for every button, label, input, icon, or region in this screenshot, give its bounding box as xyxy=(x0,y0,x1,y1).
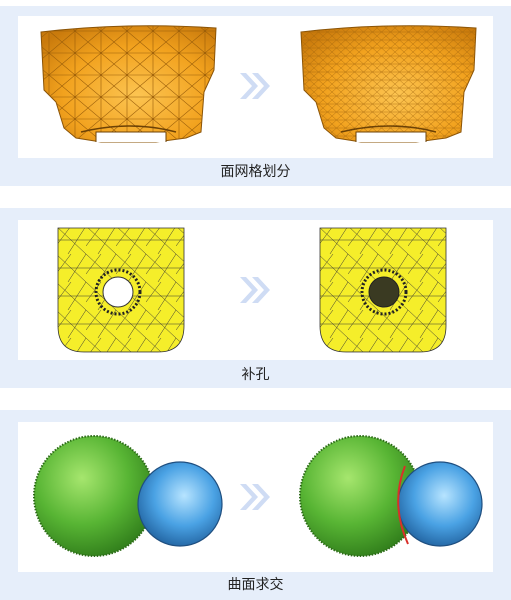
yellow-plate-hole-filled-mesh-icon xyxy=(319,227,447,353)
green-blue-spheres-icon xyxy=(33,435,223,557)
surface-intersection-panel-inner xyxy=(18,422,493,572)
hole-fill-caption: 补孔 xyxy=(241,367,270,383)
surface-intersection-panel: 曲面求交 xyxy=(0,410,511,600)
hole-fill-panel-inner xyxy=(18,220,493,360)
orange-car-hood-fine-mesh-icon xyxy=(300,25,477,143)
chevron-right-icon xyxy=(240,277,270,303)
mesh-panel-inner xyxy=(18,16,493,158)
chevron-right-icon xyxy=(240,484,270,510)
chevron-right-icon xyxy=(240,73,270,99)
yellow-plate-with-hole-mesh-icon xyxy=(57,227,185,353)
mesh-caption: 面网格划分 xyxy=(220,164,291,180)
orange-car-hood-coarse-mesh-icon xyxy=(40,25,217,143)
surface-intersection-caption: 曲面求交 xyxy=(227,577,284,593)
hole-fill-panel: 补孔 xyxy=(0,208,511,388)
mesh-panel: 面网格划分 xyxy=(0,6,511,186)
green-blue-spheres-intersected-icon xyxy=(299,435,483,557)
